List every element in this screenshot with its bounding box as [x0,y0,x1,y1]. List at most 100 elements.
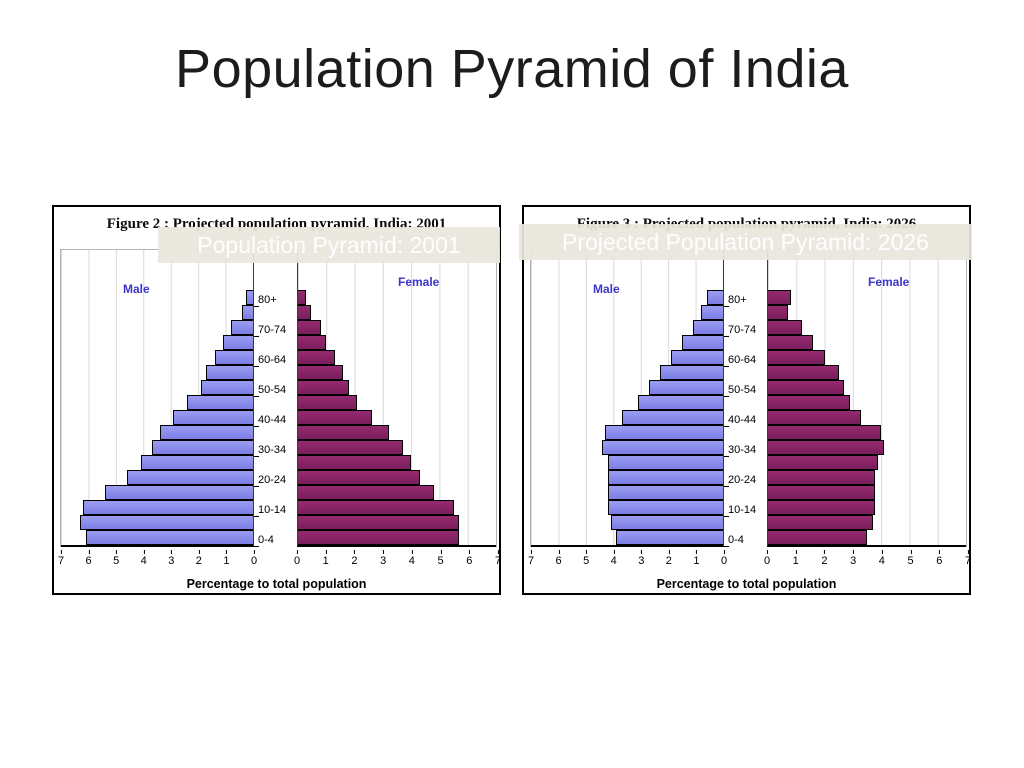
bar-female-70-74 [298,320,321,335]
bar-female-60-64 [298,350,335,365]
bar-female-0-4 [768,530,867,545]
age-label-15-19 [254,487,297,502]
x-tick-female-1: 1 [323,550,329,567]
x-tick-female-2: 2 [351,550,357,567]
x-axis-female-ticks: 0 1 2 3 4 5 6 7 [294,550,501,568]
bar-male-40-44 [621,410,723,425]
bar-female-75-79 [768,305,788,320]
x-tick-female-2: 2 [821,550,827,567]
age-label-80+: 80+ [254,292,297,307]
x-axis-title-2001: Percentage to total population [186,577,367,591]
age-label-0-4: 0-4 [724,532,767,547]
bar-male-5-9 [610,515,723,530]
x-tick-female-1: 1 [793,550,799,567]
x-tick-female-6: 6 [466,550,472,567]
age-label-60-64: 60-64 [724,352,767,367]
x-axis-female-ticks: 0 1 2 3 4 5 6 7 [764,550,971,568]
age-label-45-49 [254,397,297,412]
bar-male-0-4 [85,530,253,545]
age-label-35-39 [724,427,767,442]
age-label-25-29 [254,457,297,472]
x-tick-female-4: 4 [409,550,415,567]
bar-female-80+ [768,290,791,305]
x-tick-female-7: 7 [965,550,971,567]
male-series-label: Male [123,282,150,296]
bar-male-0-4 [616,530,723,545]
bar-male-30-34 [602,440,723,455]
x-tick-male-4: 4 [141,550,147,567]
age-label-55-59 [254,367,297,382]
figure-panel-2026: Figure 3 : Projected population pyramid,… [522,205,971,595]
bar-male-20-24 [126,470,253,485]
bar-female-5-9 [298,515,460,530]
bar-male-65-69 [681,335,723,350]
bar-female-65-69 [768,335,814,350]
bar-female-60-64 [768,350,825,365]
x-tick-female-5: 5 [438,550,444,567]
bar-female-35-39 [768,425,882,440]
bar-male-60-64 [670,350,723,365]
bar-male-50-54 [200,380,253,395]
bar-male-30-34 [151,440,253,455]
female-series-label: Female [868,275,910,289]
bar-male-45-49 [187,395,253,410]
bar-female-55-59 [768,365,839,380]
bar-male-70-74 [231,320,253,335]
bar-female-0-4 [298,530,460,545]
bar-female-70-74 [768,320,802,335]
male-series-label: Male [593,282,620,296]
bar-female-30-34 [298,440,403,455]
bar-male-55-59 [659,365,723,380]
bar-female-35-39 [298,425,389,440]
age-label-35-39 [254,427,297,442]
female-series-label: Female [398,275,440,289]
bar-female-50-54 [298,380,349,395]
x-tick-male-3: 3 [638,550,644,567]
bar-male-35-39 [605,425,723,440]
bar-male-75-79 [701,305,723,320]
x-tick-male-1: 1 [223,550,229,567]
x-tick-male-0: 0 [251,550,257,567]
x-axis-title-2026: Percentage to total population [656,577,837,591]
age-label-30-34: 30-34 [254,442,297,457]
x-tick-female-4: 4 [879,550,885,567]
age-label-25-29 [724,457,767,472]
bar-male-75-79 [242,305,253,320]
bar-male-60-64 [214,350,253,365]
bar-male-65-69 [222,335,253,350]
bar-female-65-69 [298,335,327,350]
age-label-75-79 [254,307,297,322]
bar-male-35-39 [159,425,253,440]
age-label-20-24: 20-24 [254,472,297,487]
bar-male-10-14 [82,500,253,515]
age-label-80+: 80+ [724,292,767,307]
x-tick-female-6: 6 [936,550,942,567]
bar-male-40-44 [173,410,253,425]
age-label-45-49 [724,397,767,412]
age-label-50-54: 50-54 [254,382,297,397]
bar-female-30-34 [768,440,884,455]
x-axis-male-ticks: 7 6 5 4 3 2 1 0 [58,550,257,568]
age-label-5-9 [724,517,767,532]
x-tick-female-3: 3 [380,550,386,567]
age-axis: 80+ 70-74 60-64 50-54 40-44 30-34 20-24 10-14 0-… [254,250,297,547]
x-tick-female-5: 5 [908,550,914,567]
bar-female-25-29 [768,455,879,470]
x-tick-female-0: 0 [294,550,300,567]
age-label-20-24: 20-24 [724,472,767,487]
bar-female-40-44 [298,410,372,425]
age-axis: 80+ 70-74 60-64 50-54 40-44 30-34 20-24 10-14 0-… [724,250,767,547]
bar-female-40-44 [768,410,862,425]
x-tick-male-3: 3 [168,550,174,567]
pyramid-plot-2026: Male Female 80+ 70-74 60-64 50-54 40-44 30-34… [530,249,967,547]
x-tick-male-5: 5 [583,550,589,567]
bar-male-15-19 [607,485,723,500]
age-label-60-64: 60-64 [254,352,297,367]
x-tick-male-7: 7 [528,550,534,567]
bar-female-10-14 [298,500,454,515]
bar-female-10-14 [768,500,876,515]
x-tick-male-6: 6 [86,550,92,567]
bar-male-80+ [246,290,253,305]
female-bars-area [767,250,966,547]
